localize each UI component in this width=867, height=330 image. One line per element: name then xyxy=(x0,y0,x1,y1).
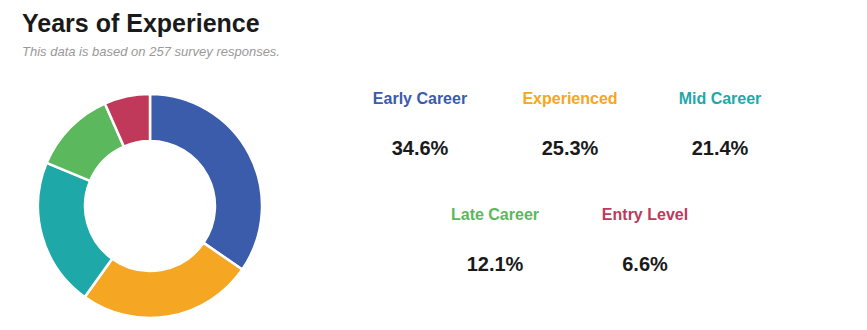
chart: Years of Experience This data is based on… xyxy=(0,0,867,330)
slice xyxy=(38,163,112,297)
title: Years of Experience xyxy=(22,9,260,37)
legend-label: Mid Career xyxy=(679,90,762,107)
value-label: 21.4% xyxy=(692,137,749,159)
value-label: 25.3% xyxy=(542,137,599,159)
legend-label: Experienced xyxy=(522,90,617,107)
slice xyxy=(85,243,242,318)
legend-label: Entry Level xyxy=(602,206,688,223)
slice xyxy=(105,94,150,147)
legend: Early Career 34.6% Experienced 25.3% Mid Car… xyxy=(373,90,762,275)
value-label: 34.6% xyxy=(392,137,449,159)
subtitle: This data is based on 257 survey respons… xyxy=(22,44,280,59)
value-label: 12.1% xyxy=(467,253,524,275)
slices xyxy=(38,94,262,318)
legend-label: Early Career xyxy=(373,90,467,107)
value-label: 6.6% xyxy=(622,253,668,275)
legend-label: Late Career xyxy=(451,206,539,223)
